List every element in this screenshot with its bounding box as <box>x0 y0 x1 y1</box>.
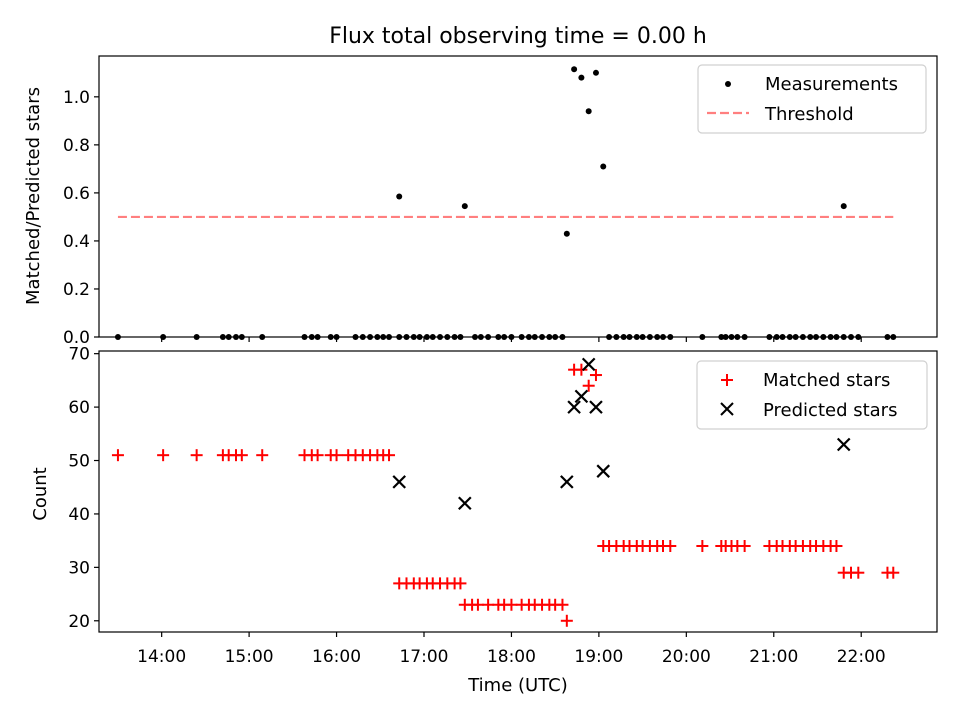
x-tick-label-4: 18:00 <box>487 647 536 667</box>
measurement-point-49 <box>600 163 607 170</box>
bottom-y-tick-label-4: 60 <box>68 398 90 418</box>
matched-point-0 <box>111 449 124 462</box>
x-tick-label-3: 17:00 <box>399 647 448 667</box>
x-tick-label-2: 16:00 <box>312 647 361 667</box>
x-tick-label-5: 19:00 <box>574 647 623 667</box>
predicted-point-b <box>392 475 407 489</box>
predicted-point-b <box>567 400 581 414</box>
bottom-y-axis-label: Count <box>30 467 51 520</box>
predicted-point-5 <box>581 357 596 372</box>
matched-point-2 <box>190 449 203 462</box>
top-legend: Measurements Threshold <box>697 64 927 134</box>
matched-point-47 <box>582 379 595 392</box>
chart-title: Flux total observing time = 0.00 h <box>329 24 707 49</box>
top-y-tick-label-5: 1.0 <box>63 88 90 108</box>
matched-point-48 <box>589 369 602 382</box>
predicted-point-b <box>589 400 603 414</box>
matched-point-1 <box>157 449 170 462</box>
top-axes-frame <box>98 55 938 338</box>
bottom-y-tick-label-2: 40 <box>68 505 90 525</box>
x-axis-label: Time (UTC) <box>467 675 568 696</box>
bottom-panel: 20 30 40 50 60 70 14:00 15:00 16:00 17:00 18:00 19:… <box>68 345 938 667</box>
x-tick-label-1: 15:00 <box>225 647 274 667</box>
matched-point-76 <box>830 539 843 552</box>
predicted-point-7 <box>596 464 611 478</box>
top-panel: 0.0 0.2 0.4 0.6 0.8 1.0 <box>63 55 938 348</box>
predicted-point-b <box>560 475 574 489</box>
legend-matched-marker <box>721 374 733 386</box>
predicted-point-b <box>458 496 472 511</box>
predicted-point-0 <box>392 475 407 489</box>
matched-point-19 <box>383 449 396 462</box>
measurement-point-30 <box>461 203 468 210</box>
measurement-point-47 <box>585 108 592 115</box>
top-y-tick-label-1: 0.2 <box>63 280 90 300</box>
predicted-point-b <box>574 389 589 404</box>
measurement-point-45 <box>571 66 578 73</box>
predicted-point-b <box>581 357 596 372</box>
matched-point-46 <box>575 363 588 376</box>
matched-point-44 <box>560 614 573 627</box>
top-y-tick-label-3: 0.6 <box>63 184 90 204</box>
matched-point-65 <box>738 539 751 552</box>
measurement-point-48 <box>592 69 599 76</box>
matched-point-43 <box>556 598 569 611</box>
top-y-tick-label-0: 0.0 <box>63 328 90 348</box>
x-tick-label-7: 21:00 <box>749 647 798 667</box>
measurement-point-44 <box>563 230 570 237</box>
predicted-point-b <box>596 464 611 478</box>
x-tick-label-6: 20:00 <box>662 647 711 667</box>
matched-point-29 <box>454 577 467 590</box>
legend-matched-label: Matched stars <box>763 370 890 391</box>
top-y-tick-label-4: 0.8 <box>63 136 90 156</box>
legend-predicted-label: Predicted stars <box>763 400 897 421</box>
predicted-point-b <box>836 437 851 452</box>
legend-threshold-label: Threshold <box>764 104 854 125</box>
matched-point-7 <box>256 449 269 462</box>
predicted-point-3 <box>567 400 581 414</box>
legend-measurements-marker <box>725 81 731 87</box>
matched-point-10 <box>311 449 324 462</box>
matched-point-32 <box>471 598 484 611</box>
bottom-y-tick-label-3: 50 <box>68 452 90 472</box>
predicted-point-2 <box>560 475 574 489</box>
bottom-axes-frame <box>98 350 938 633</box>
matched-point-79 <box>852 566 865 579</box>
matched-point-33 <box>482 598 495 611</box>
matched-point-12 <box>330 449 343 462</box>
x-tick-label-0: 14:00 <box>137 647 186 667</box>
matched-point-6 <box>235 449 248 462</box>
predicted-point-4 <box>574 389 589 404</box>
measurement-point-46 <box>578 74 585 81</box>
bottom-legend: Matched stars Predicted stars <box>696 360 928 430</box>
matched-point-60 <box>696 539 709 552</box>
bottom-y-tick-label-0: 20 <box>68 612 90 632</box>
matched-point-59 <box>664 539 677 552</box>
predicted-point-1 <box>458 496 472 511</box>
bottom-y-tick-label-1: 30 <box>68 558 90 578</box>
bottom-legend-frame <box>696 360 928 430</box>
bottom-y-tick-label-5: 70 <box>68 345 90 365</box>
legend-measurements-label: Measurements <box>765 74 898 95</box>
top-y-tick-label-2: 0.4 <box>63 232 90 252</box>
x-tick-label-8: 22:00 <box>837 647 886 667</box>
legend-predicted-marker <box>720 402 734 416</box>
measurement-point-20 <box>396 193 403 200</box>
matched-point-81 <box>887 566 900 579</box>
matched-point-36 <box>505 598 518 611</box>
predicted-point-6 <box>589 400 603 414</box>
top-legend-frame <box>697 64 927 134</box>
predicted-point-8 <box>836 437 851 452</box>
measurement-point-78 <box>840 203 847 210</box>
top-y-axis-label: Matched/Predicted stars <box>23 87 44 305</box>
